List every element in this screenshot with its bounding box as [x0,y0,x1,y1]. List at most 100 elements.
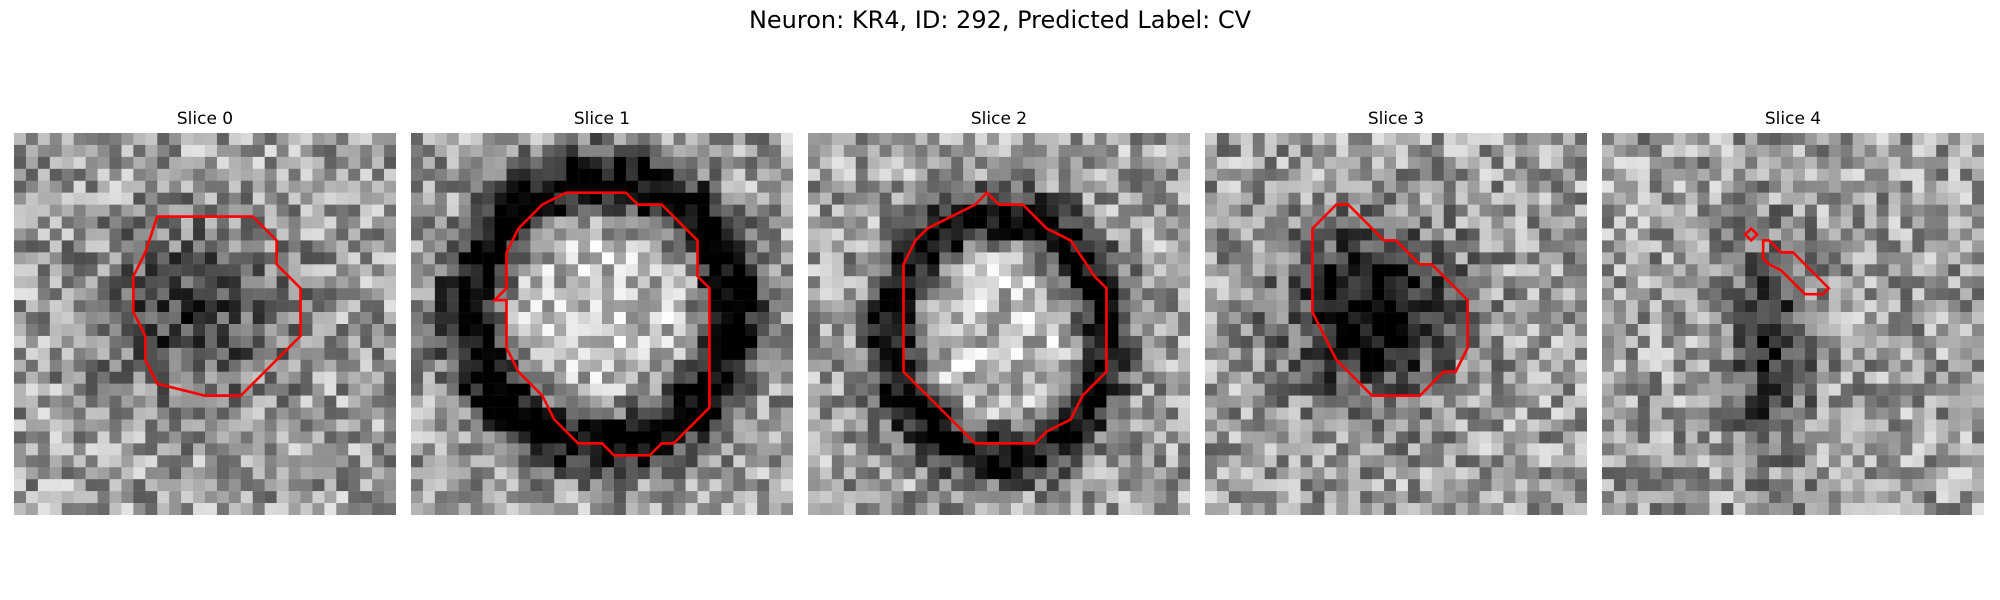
pixel [1841,217,1853,229]
pixel [217,276,229,288]
pixel [265,264,277,276]
pixel [193,145,205,157]
pixel [229,360,241,372]
pixel [1035,157,1047,169]
pixel [1674,229,1686,241]
pixel [507,181,519,193]
pixel [987,205,999,217]
pixel [1757,193,1769,205]
pixel [590,503,602,515]
pixel [1253,240,1265,252]
pixel [1336,300,1348,312]
pixel [1638,205,1650,217]
pixel [1035,252,1047,264]
pixel [1563,431,1575,443]
pixel [1095,479,1107,491]
pixel [26,348,38,360]
pixel [721,252,733,264]
pixel [1205,503,1217,515]
pixel [769,372,781,384]
pixel [987,408,999,420]
pixel [951,288,963,300]
pixel [181,408,193,420]
pixel [542,360,554,372]
pixel [411,264,423,276]
pixel [1059,443,1071,455]
pixel [733,169,745,181]
pixel [1277,276,1289,288]
pixel [1817,408,1829,420]
pixel [626,181,638,193]
pixel [904,181,916,193]
pixel [1408,348,1420,360]
pixel [1686,145,1698,157]
pixel [1686,312,1698,324]
pixel [265,133,277,145]
pixel [1539,360,1551,372]
pixel [253,384,265,396]
pixel [626,229,638,241]
pixel [927,467,939,479]
pixel [951,157,963,169]
pixel [181,372,193,384]
pixel [1241,491,1253,503]
pixel [1011,467,1023,479]
pixel [1071,217,1083,229]
pixel [1698,252,1710,264]
pixel [360,336,372,348]
pixel [602,252,614,264]
pixel [1948,360,1960,372]
pixel [892,276,904,288]
pixel [435,205,447,217]
pixel [1936,264,1948,276]
pixel [530,217,542,229]
pixel [1721,169,1733,181]
pixel [471,431,483,443]
pixel [698,396,710,408]
pixel [1130,288,1142,300]
pixel [471,467,483,479]
pixel [856,240,868,252]
pixel [86,479,98,491]
pixel [1420,205,1432,217]
pixel [566,384,578,396]
pixel [145,300,157,312]
slice-title-4: Slice 4 [1602,108,1984,130]
pixel [1900,384,1912,396]
pixel [1118,348,1130,360]
pixel [1912,431,1924,443]
pixel [435,336,447,348]
pixel [38,443,50,455]
pixel [999,264,1011,276]
pixel [1360,145,1372,157]
pixel [253,336,265,348]
pixel [1515,431,1527,443]
pixel [832,276,844,288]
pixel [1924,336,1936,348]
pixel [1877,300,1889,312]
pixel [289,443,301,455]
pixel [435,491,447,503]
pixel [1769,229,1781,241]
pixel [868,229,880,241]
pixel [1142,181,1154,193]
pixel [1769,145,1781,157]
pixel [1301,384,1313,396]
pixel [1515,240,1527,252]
pixel [483,420,495,432]
pixel [133,145,145,157]
pixel [435,133,447,145]
pixel [229,455,241,467]
pixel [133,205,145,217]
pixel [1924,300,1936,312]
pixel [999,217,1011,229]
pixel [1721,348,1733,360]
pixel [1829,396,1841,408]
pixel [1253,145,1265,157]
pixel [1781,443,1793,455]
pixel [1277,229,1289,241]
pixel [1301,420,1313,432]
pixel [892,408,904,420]
pixel [483,229,495,241]
pixel [1444,181,1456,193]
